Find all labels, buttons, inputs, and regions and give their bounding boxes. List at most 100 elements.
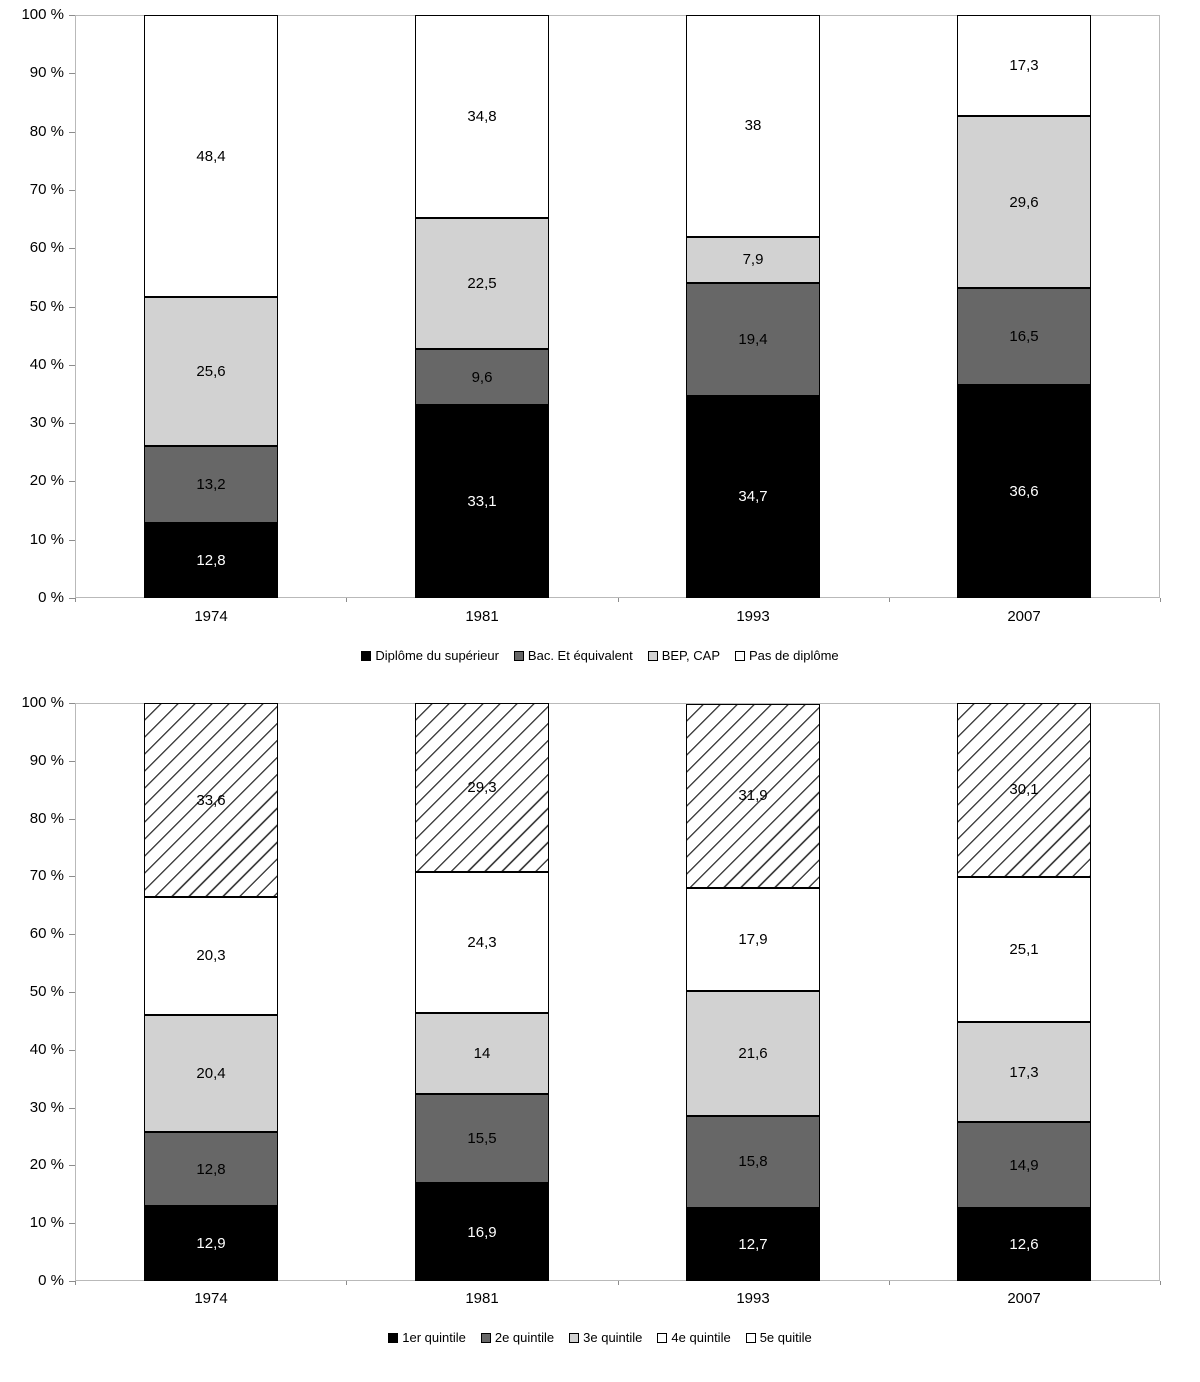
x-axis-tick-mark: [346, 1281, 347, 1285]
bar-segment: 20,3: [144, 897, 278, 1015]
segment-value-label: 12,9: [196, 1235, 226, 1253]
bar-segment: 17,3: [957, 15, 1091, 116]
segment-value-label: 7,9: [742, 251, 764, 269]
bar-segment: 31,9: [686, 703, 820, 888]
legend-item: Diplôme du supérieur: [361, 648, 499, 663]
chart-legend: Diplôme du supérieur Bac. Et équivalent BE…: [0, 648, 1200, 663]
x-axis-tick-mark: [618, 598, 619, 602]
legend-item: Pas de diplôme: [735, 648, 839, 663]
bar-segment: 17,9: [686, 887, 820, 992]
bar-segment: 36,6: [957, 384, 1091, 598]
y-axis-tick-label: 70 %: [29, 181, 64, 198]
bar-segment: 13,2: [144, 446, 278, 524]
y-axis-tick-label: 50 %: [29, 298, 64, 315]
y-axis-tick-label: 30 %: [29, 1099, 64, 1116]
y-axis-tick-mark: [69, 481, 75, 482]
segment-value-label: 33,1: [467, 493, 497, 510]
segment-value-label: 25,6: [196, 363, 226, 381]
bar-segment: 21,6: [686, 991, 820, 1117]
bar-segment: 30,1: [957, 703, 1091, 877]
bar-segment: 29,3: [415, 703, 549, 873]
y-axis-tick-label: 100 %: [21, 6, 64, 23]
y-axis-tick-label: 40 %: [29, 1041, 64, 1058]
segment-value-label: 31,9: [738, 787, 768, 805]
segment-value-label: 20,4: [196, 1064, 226, 1082]
bar-segment: 25,6: [144, 297, 278, 447]
bar-segment: 38: [686, 15, 820, 237]
x-axis-category-label: 1981: [465, 608, 499, 625]
y-axis-tick-label: 80 %: [29, 123, 64, 140]
x-axis-tick-mark: [75, 598, 76, 602]
y-axis-tick-mark: [69, 190, 75, 191]
legend-label: Pas de diplôme: [749, 648, 839, 663]
legend-item: 2e quintile: [480, 1330, 554, 1345]
x-axis-tick-mark: [75, 1281, 76, 1285]
bar-segment: 29,6: [957, 115, 1091, 289]
y-axis-tick-label: 10 %: [29, 531, 64, 548]
segment-value-label: 34,7: [738, 488, 768, 506]
x-axis-category-label: 2007: [1007, 608, 1041, 625]
bar-segment: 12,6: [957, 1208, 1091, 1281]
legend-swatch: [745, 1332, 756, 1343]
x-axis-tick-mark: [346, 598, 347, 602]
bar-segment: 25,1: [957, 876, 1091, 1023]
segment-value-label: 17,9: [738, 931, 768, 949]
y-axis-tick-mark: [69, 1281, 75, 1282]
y-axis-tick-label: 50 %: [29, 983, 64, 1000]
segment-value-label: 12,8: [196, 552, 226, 570]
segment-value-label: 14: [473, 1044, 491, 1062]
segment-value-label: 15,8: [738, 1153, 768, 1171]
x-axis-category-label: 2007: [1007, 1290, 1041, 1307]
segment-value-label: 33,6: [196, 791, 226, 809]
bar-segment: 33,6: [144, 703, 278, 898]
bar-segment: 12,7: [686, 1207, 820, 1281]
bar-segment: 15,5: [415, 1093, 549, 1184]
segment-value-label: 38: [744, 117, 762, 135]
legend-item: 4e quintile: [657, 1330, 731, 1345]
segment-value-label: 14,9: [1009, 1156, 1039, 1174]
y-axis-tick-mark: [69, 876, 75, 877]
bar-segment: 34,7: [686, 395, 820, 598]
segment-value-label: 34,8: [467, 107, 497, 125]
y-axis-tick-mark: [69, 598, 75, 599]
x-axis-category-label: 1993: [736, 1290, 770, 1307]
legend-item: 3e quintile: [569, 1330, 642, 1345]
y-axis-tick-mark: [69, 1108, 75, 1109]
bar-segment: 33,1: [415, 405, 549, 598]
legend-label: 4e quintile: [671, 1330, 731, 1345]
segment-value-label: 20,3: [196, 947, 226, 965]
segment-value-label: 13,2: [196, 476, 226, 494]
bar-segment: 7,9: [686, 236, 820, 283]
segment-value-label: 16,5: [1009, 328, 1039, 346]
x-axis-category-label: 1974: [194, 1290, 228, 1307]
chart-education-levels: 0 % 10 % 20 % 30 % 40 % 50 % 60 % 70 % 80 % 90 % 1…: [0, 0, 1200, 688]
legend-item: BEP, CAP: [647, 648, 721, 663]
y-axis-tick-label: 10 %: [29, 1214, 64, 1231]
legend-swatch: [361, 650, 372, 661]
x-axis-category-label: 1974: [194, 608, 228, 625]
y-axis-tick-mark: [69, 703, 75, 704]
y-axis-tick-label: 30 %: [29, 414, 64, 431]
y-axis-tick-label: 20 %: [29, 472, 64, 489]
y-axis-tick-label: 90 %: [29, 64, 64, 81]
legend-label: BEP, CAP: [661, 648, 721, 663]
y-axis-tick-mark: [69, 248, 75, 249]
legend-swatch: [735, 650, 746, 661]
y-axis-tick-label: 70 %: [29, 867, 64, 884]
segment-value-label: 12,8: [196, 1160, 226, 1178]
segment-value-label: 17,3: [1009, 1063, 1039, 1081]
segment-value-label: 17,3: [1009, 56, 1039, 74]
x-axis-tick-mark: [1160, 598, 1161, 602]
legend-swatch: [657, 1332, 668, 1343]
bar-segment: 9,6: [415, 349, 549, 405]
bar-segment: 20,4: [144, 1014, 278, 1133]
bar-segment: 16,9: [415, 1183, 549, 1281]
y-axis-tick-label: 90 %: [29, 752, 64, 769]
y-axis-tick-label: 40 %: [29, 356, 64, 373]
legend-swatch: [388, 1332, 399, 1343]
y-axis-tick-mark: [69, 423, 75, 424]
bar-segment: 19,4: [686, 282, 820, 396]
y-axis-tick-mark: [69, 307, 75, 308]
segment-value-label: 12,6: [1009, 1236, 1039, 1254]
y-axis-tick-mark: [69, 934, 75, 935]
